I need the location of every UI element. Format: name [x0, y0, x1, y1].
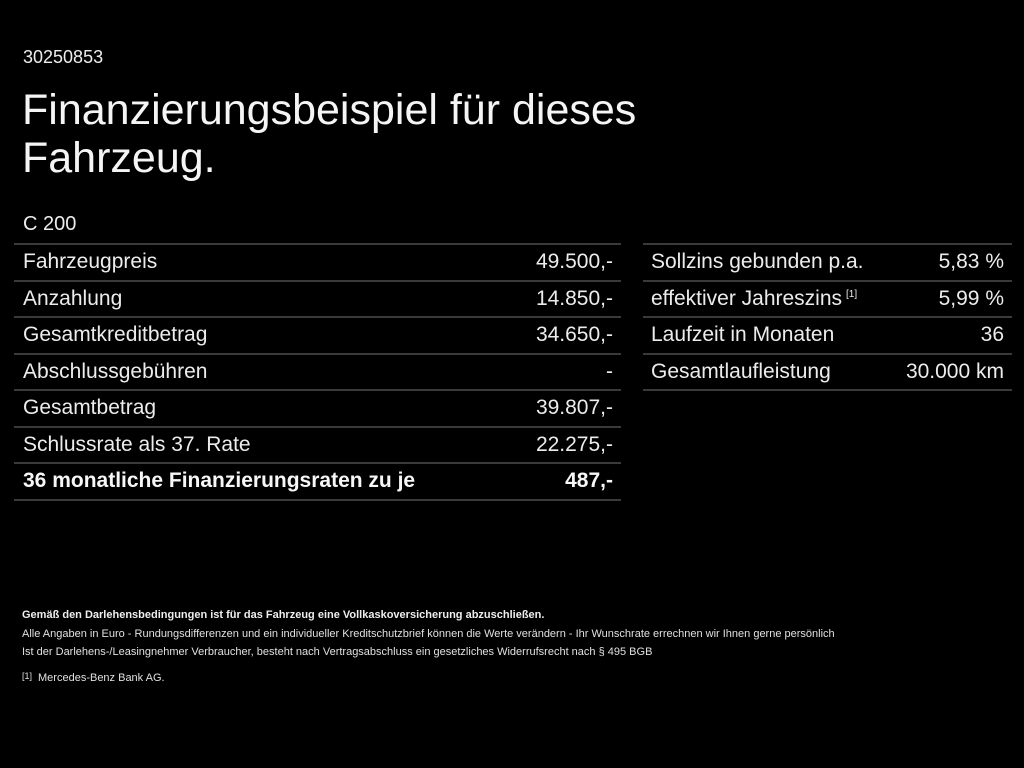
- withdrawal-note: Ist der Darlehens-/Leasingnehmer Verbrau…: [22, 646, 653, 658]
- table-row-gesamtkreditbetrag: Gesamtkreditbetrag 34.650,-: [14, 318, 621, 355]
- footnote-reference: [1]: [846, 288, 858, 300]
- row-label: 36 monatliche Finanzierungsraten zu je: [23, 469, 416, 493]
- row-value: 14.850,-: [535, 286, 613, 310]
- row-value: -: [606, 359, 613, 383]
- row-label: Gesamtbetrag: [23, 396, 157, 420]
- footnote-text: Mercedes-Benz Bank AG.: [38, 671, 165, 684]
- row-label: Schlussrate als 37. Rate: [23, 432, 251, 456]
- page-title: Finanzierungsbeispiel für dieses Fahrzeu…: [22, 86, 637, 182]
- row-value: 39.807,-: [535, 396, 613, 420]
- table-row-gesamtlaufleistung: Gesamtlaufleistung 30.000 km: [643, 355, 1012, 391]
- interest-details-table: Sollzins gebunden p.a. 5,83 % effektiver…: [643, 243, 1012, 391]
- row-label: Fahrzeugpreis: [23, 250, 158, 274]
- row-label: Sollzins gebunden p.a.: [651, 250, 864, 274]
- row-label: Laufzeit in Monaten: [651, 323, 835, 347]
- row-value: 487,-: [565, 469, 613, 493]
- table-row-schlussrate: Schlussrate als 37. Rate 22.275,-: [14, 428, 621, 464]
- table-row-sollzins: Sollzins gebunden p.a. 5,83 %: [643, 245, 1012, 282]
- row-value: 22.275,-: [535, 432, 613, 456]
- row-label: Gesamtkreditbetrag: [23, 323, 208, 347]
- insurance-note: Gemäß den Darlehensbedingungen ist für d…: [22, 609, 545, 621]
- row-value: 34.650,-: [535, 323, 613, 347]
- legal-notes: Gemäß den Darlehensbedingungen ist für d…: [22, 606, 1002, 687]
- footnote: [1] Mercedes-Benz Bank AG.: [22, 667, 1002, 688]
- table-row-fahrzeugpreis: Fahrzeugpreis 49.500,-: [14, 245, 621, 282]
- financing-details-table: Fahrzeugpreis 49.500,- Anzahlung 14.850,…: [14, 243, 621, 501]
- table-row-monthly-rate: 36 monatliche Finanzierungsraten zu je 4…: [14, 464, 621, 501]
- vehicle-model: C 200: [23, 213, 77, 235]
- table-row-gesamtbetrag: Gesamtbetrag 39.807,-: [14, 391, 621, 428]
- row-label: Gesamtlaufleistung: [651, 359, 831, 383]
- disclaimer-note: Alle Angaben in Euro - Rundungsdifferenz…: [22, 627, 835, 640]
- table-row-laufzeit: Laufzeit in Monaten 36: [643, 318, 1012, 355]
- row-value: 5,83 %: [938, 250, 1004, 274]
- vehicle-id: 30250853: [23, 47, 104, 67]
- row-value: 30.000 km: [905, 359, 1004, 383]
- table-row-abschlussgebuehren: Abschlussgebühren -: [14, 355, 621, 391]
- table-row-anzahlung: Anzahlung 14.850,-: [14, 282, 621, 318]
- footnote-mark: [1]: [22, 670, 33, 681]
- row-label: Abschlussgebühren: [23, 359, 208, 383]
- row-label: Anzahlung: [23, 286, 123, 310]
- row-label: effektiver Jahreszins: [651, 286, 843, 310]
- row-value: 49.500,-: [535, 250, 613, 274]
- table-row-effektiver-jahreszins: effektiver Jahreszins [1] 5,99 %: [643, 282, 1012, 318]
- row-label-group: effektiver Jahreszins [1]: [651, 287, 857, 311]
- row-value: 36: [980, 323, 1004, 347]
- row-value: 5,99 %: [938, 286, 1004, 310]
